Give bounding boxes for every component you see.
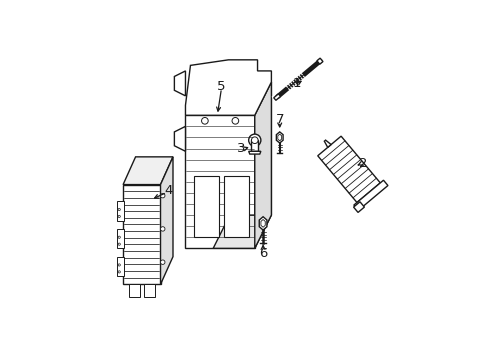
Polygon shape [185,60,271,115]
Polygon shape [123,185,160,284]
Circle shape [118,236,120,238]
Text: 4: 4 [164,184,173,197]
Polygon shape [324,140,330,147]
Text: 3: 3 [237,142,245,155]
Bar [143,284,155,297]
Circle shape [118,264,120,266]
Bar [224,176,249,237]
Polygon shape [174,71,185,96]
Polygon shape [174,126,185,151]
Circle shape [201,117,208,124]
Polygon shape [259,217,266,230]
Bar [117,201,123,221]
Text: 7: 7 [275,113,284,126]
Circle shape [118,271,120,273]
Polygon shape [276,132,283,143]
Polygon shape [261,220,264,227]
Bar [128,284,140,297]
Polygon shape [185,115,254,248]
Polygon shape [213,82,271,248]
Bar [117,257,123,276]
Circle shape [160,260,164,264]
Text: 1: 1 [291,77,300,90]
Bar [251,140,258,151]
Polygon shape [316,58,322,64]
Circle shape [232,117,238,124]
Polygon shape [353,202,364,212]
Polygon shape [254,82,271,248]
Bar [117,229,123,248]
Circle shape [251,137,258,144]
Polygon shape [273,94,280,100]
Polygon shape [317,136,380,202]
Polygon shape [353,180,387,209]
Circle shape [160,193,164,198]
Circle shape [118,208,120,211]
Circle shape [248,134,260,146]
Circle shape [160,227,164,231]
Text: 2: 2 [358,157,366,170]
Polygon shape [248,151,260,154]
Polygon shape [277,134,281,141]
Text: 6: 6 [258,247,267,260]
Polygon shape [160,157,173,284]
Polygon shape [123,157,173,185]
Circle shape [118,215,120,217]
Bar [193,176,218,237]
Circle shape [118,243,120,245]
Text: 5: 5 [217,80,225,93]
